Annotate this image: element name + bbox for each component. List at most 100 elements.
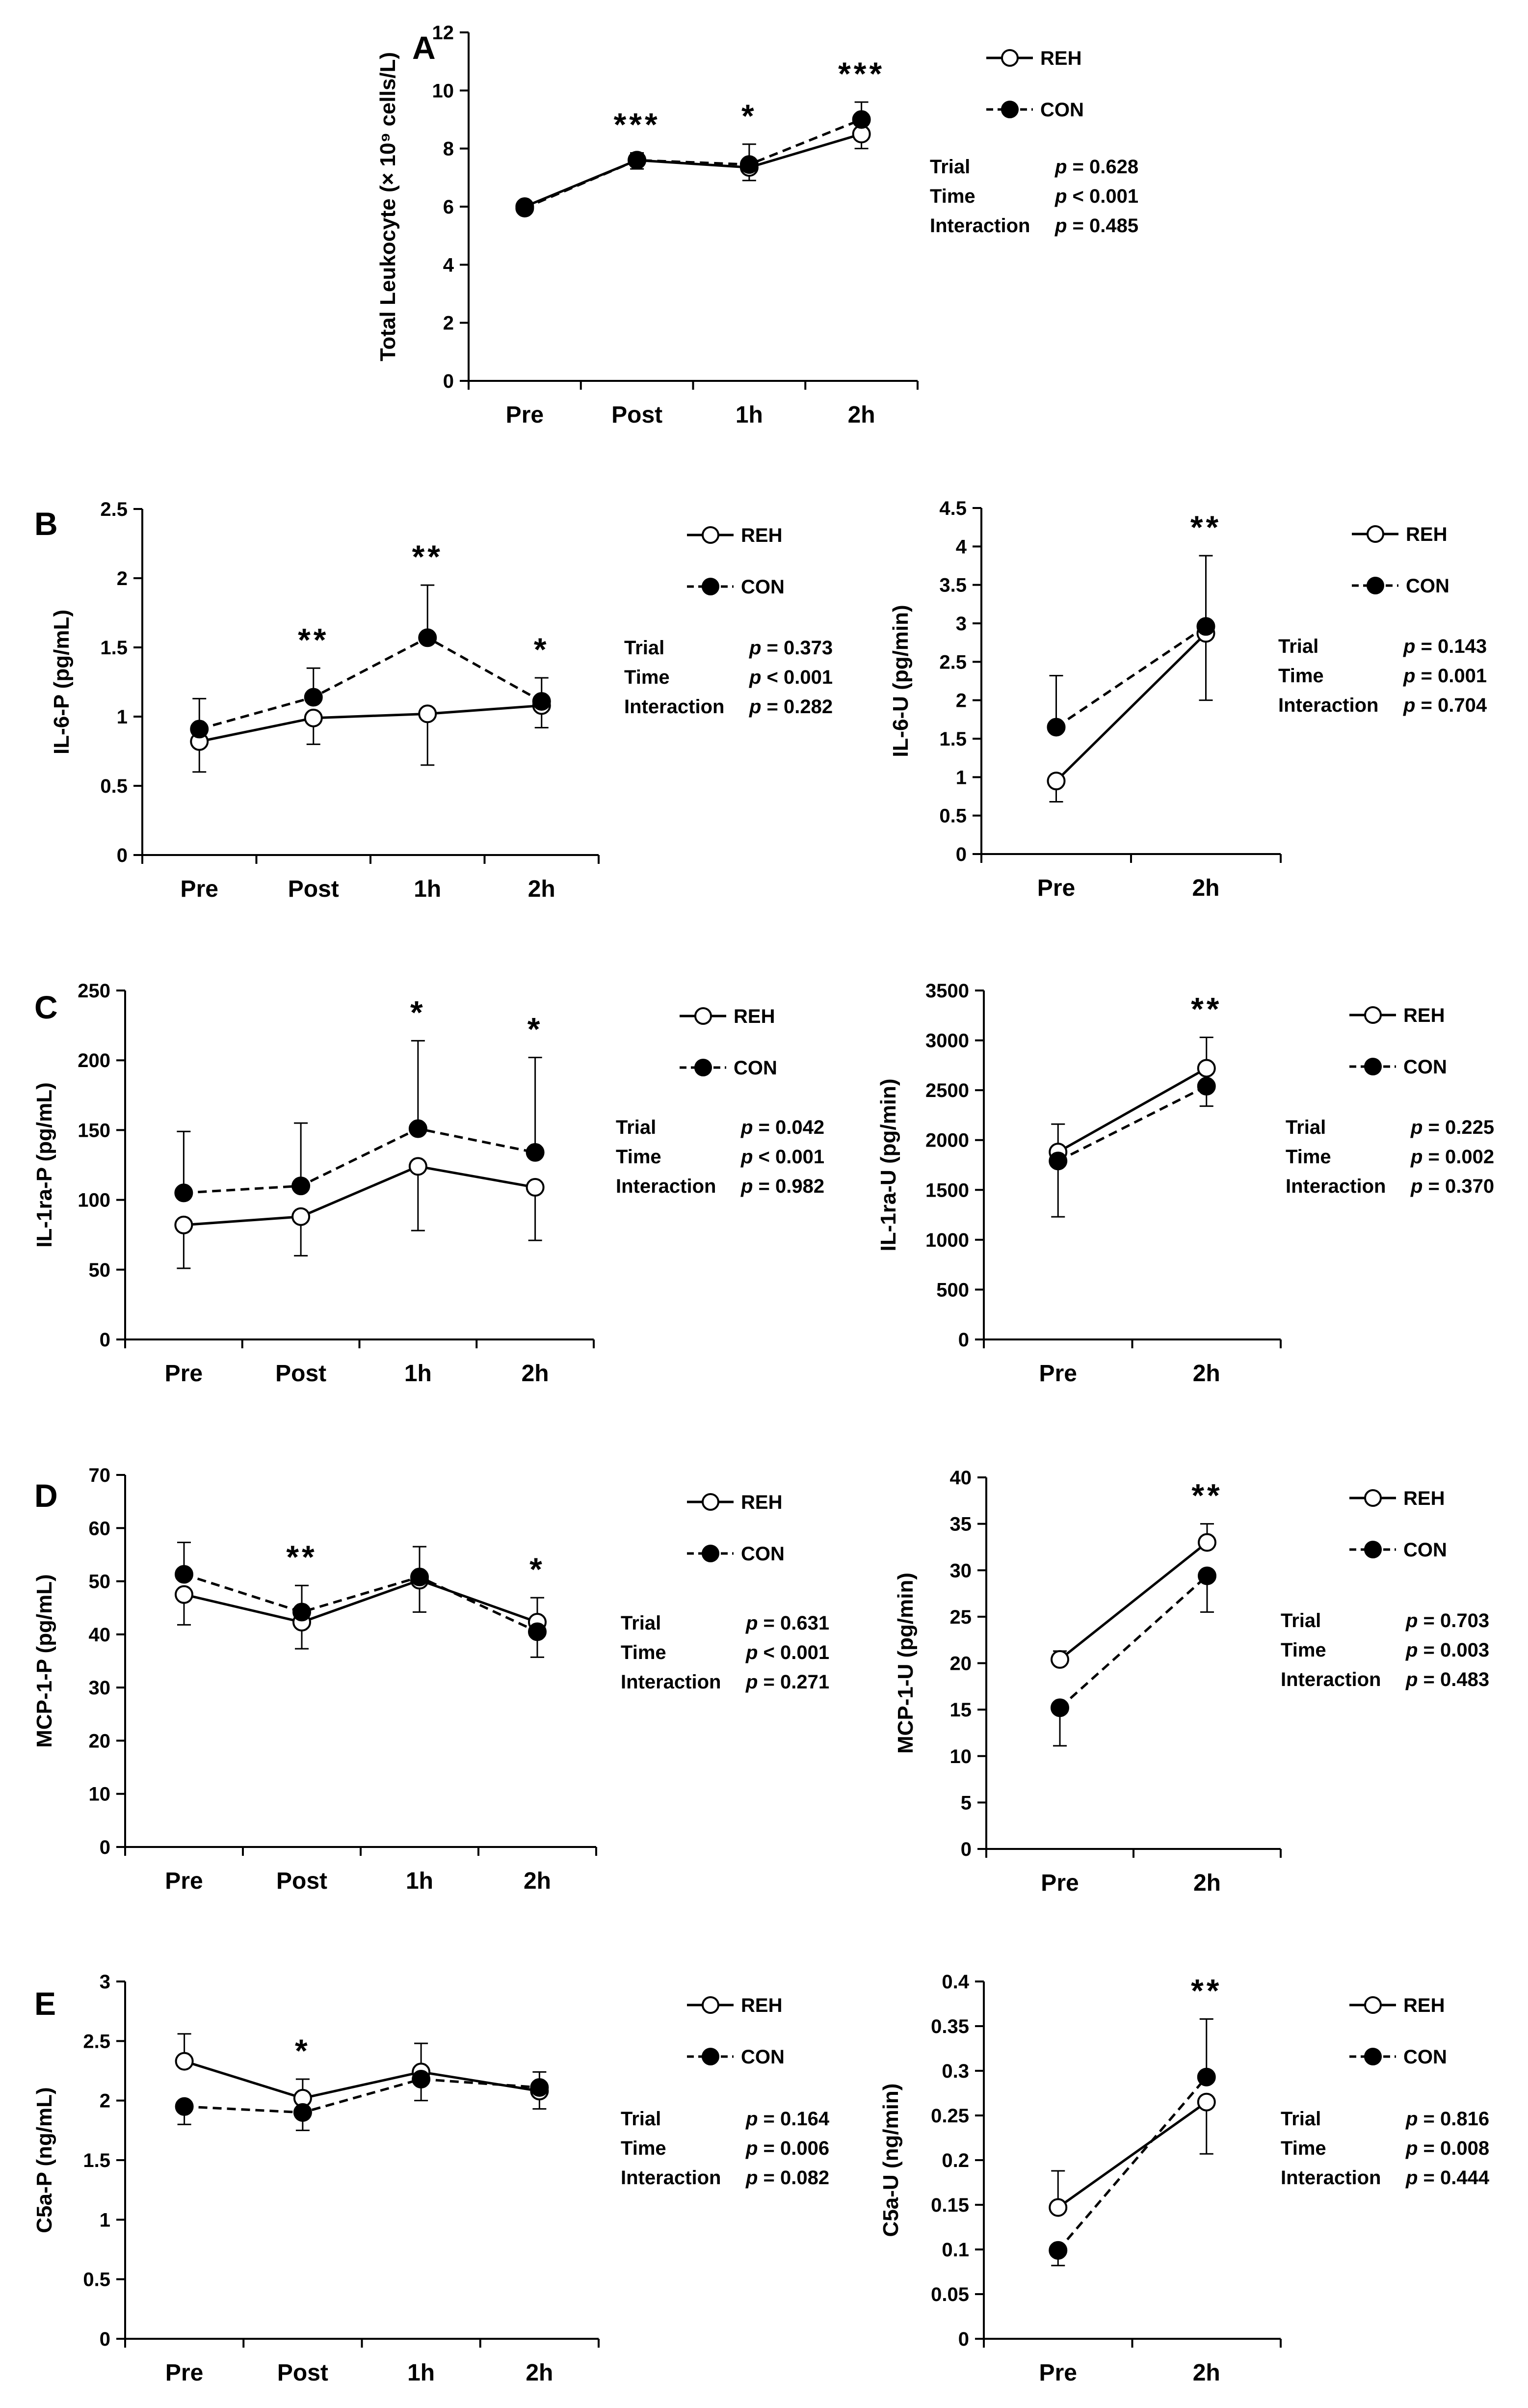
legend: REH CON — [687, 1492, 785, 1565]
stats-block: Trial p = 0.631 Time p < 0.001 Interaction p … — [621, 1612, 829, 1693]
y-tick-label: 200 — [78, 1050, 110, 1071]
series-line-con — [1057, 1085, 1207, 1162]
data-point-con — [528, 1622, 547, 1641]
y-tick-label: 3.5 — [939, 575, 967, 596]
x-tick-label: 2h — [526, 2360, 553, 2386]
stats-name: Interaction — [930, 215, 1030, 237]
series-line-reh — [184, 1579, 538, 1624]
x-tick-label: 1h — [407, 2360, 435, 2386]
stats-value: p = 0.444 — [1405, 2167, 1490, 2189]
legend-marker-reh — [1364, 1996, 1382, 2014]
y-tick-label: 8 — [443, 138, 454, 160]
legend-marker-reh — [1367, 525, 1384, 543]
y-tick-label: 1 — [956, 767, 967, 788]
chart-panel-b2: 0 0.5 1 1.5 2 2.5 3 3.5 4 4.5 Pre 2h IL-6-U (pg/min)… — [889, 498, 1487, 901]
y-tick-label: 0.3 — [942, 2060, 969, 2082]
y-tick-label: 25 — [950, 1606, 972, 1628]
x-tick-label: 2h — [1193, 2360, 1220, 2386]
data-point-reh — [174, 1215, 193, 1234]
stats-value: p = 0.001 — [1403, 665, 1487, 687]
stats-name: Interaction — [1281, 1669, 1381, 1690]
significance-marker: ** — [1191, 1972, 1222, 2008]
stats-value: p = 0.703 — [1405, 1610, 1489, 1632]
y-tick-label: 20 — [89, 1730, 111, 1752]
data-point-con — [515, 198, 534, 217]
stats-name: Interaction — [1281, 2167, 1381, 2189]
data-point-con — [292, 1603, 311, 1622]
stats-value: p = 0.483 — [1405, 1669, 1489, 1690]
stats-value: p < 0.001 — [740, 1146, 824, 1168]
stats-name: Trial — [616, 1117, 656, 1138]
stats-block: Trial p = 0.042 Time p < 0.001 Interaction p … — [616, 1117, 824, 1197]
y-tick-label: 1.5 — [100, 637, 128, 659]
x-tick-label: Pre — [506, 402, 544, 428]
x-tick-label: Pre — [1039, 1361, 1077, 1387]
data-point-con — [304, 688, 323, 707]
series-line-reh — [184, 2060, 540, 2100]
legend-marker-reh — [1364, 1006, 1382, 1024]
legend-label-reh: REH — [1040, 48, 1081, 69]
y-tick-label: 2000 — [925, 1130, 969, 1151]
stats-name: Time — [1286, 1146, 1331, 1168]
y-tick-label: 10 — [950, 1746, 972, 1767]
stats-name: Trial — [1286, 1117, 1326, 1138]
y-tick-label: 0.25 — [931, 2105, 969, 2127]
series-line-reh — [199, 704, 542, 743]
legend-marker-con — [702, 2048, 719, 2065]
legend-label-reh: REH — [1403, 1488, 1445, 1509]
data-point-con — [1049, 2241, 1068, 2260]
y-tick-label: 4 — [956, 536, 967, 558]
y-tick-label: 2.5 — [939, 651, 967, 673]
stats-value: p = 0.042 — [740, 1117, 824, 1138]
y-tick-label: 0 — [443, 371, 454, 392]
x-tick-label: Pre — [165, 1361, 203, 1387]
stats-name: Trial — [930, 156, 970, 178]
stats-name: Interaction — [1278, 695, 1378, 716]
stats-value: p = 0.006 — [745, 2138, 829, 2159]
legend-label-con: CON — [1403, 1056, 1447, 1078]
x-tick-label: 1h — [414, 876, 441, 902]
data-point-con — [175, 1565, 193, 1584]
data-point-reh — [175, 2052, 194, 2071]
stats-value: p < 0.001 — [1054, 186, 1138, 207]
significance-marker: ** — [1190, 509, 1221, 545]
y-tick-label: 40 — [89, 1624, 111, 1646]
stats-block: Trial p = 0.816 Time p = 0.008 Interaction p … — [1281, 2108, 1490, 2189]
x-tick-label: 1h — [406, 1868, 433, 1894]
y-tick-label: 0.2 — [942, 2150, 969, 2171]
legend-marker-reh — [702, 526, 719, 544]
x-tick-label: Pre — [1039, 2360, 1077, 2386]
legend-label-con: CON — [741, 2046, 785, 2068]
stats-value: p = 0.816 — [1405, 2108, 1489, 2130]
y-axis-label: MCP-1-U (pg/min) — [894, 1573, 918, 1754]
stats-value: p = 0.082 — [745, 2167, 829, 2189]
chart-panel-d2: 0 5 10 15 20 25 30 35 40 Pre 2h MCP-1-U (pg/min) ** R… — [894, 1467, 1489, 1896]
y-tick-label: 0 — [958, 2328, 969, 2350]
x-tick-label: 2h — [1193, 1870, 1221, 1896]
x-tick-label: Post — [288, 876, 339, 902]
x-tick-label: 2h — [524, 1868, 551, 1894]
stats-name: Trial — [621, 1612, 661, 1634]
y-tick-label: 15 — [950, 1699, 972, 1721]
y-tick-label: 500 — [936, 1279, 969, 1301]
data-point-reh — [1047, 772, 1066, 791]
y-tick-label: 0 — [956, 844, 967, 865]
y-axis-label: Total Leukocyte (× 10⁹ cells/L) — [376, 52, 400, 361]
y-tick-label: 2 — [443, 313, 454, 334]
data-point-con — [410, 1567, 429, 1586]
y-tick-label: 0.05 — [931, 2284, 969, 2305]
y-tick-label: 0.5 — [100, 776, 128, 797]
stats-value: p < 0.001 — [745, 1642, 829, 1663]
y-tick-label: 0 — [100, 2328, 110, 2350]
y-tick-label: 0.1 — [942, 2239, 969, 2261]
y-tick-label: 6 — [443, 196, 454, 218]
y-axis-label: IL-6-U (pg/min) — [889, 605, 913, 757]
legend: REH CON — [687, 1995, 785, 2068]
y-tick-label: 3000 — [925, 1030, 969, 1052]
stats-value: p = 0.164 — [745, 2108, 830, 2130]
y-tick-label: 1500 — [925, 1179, 969, 1201]
legend-marker-reh — [702, 1493, 719, 1511]
panel-label: E — [34, 1985, 56, 2022]
y-tick-label: 1000 — [925, 1230, 969, 1251]
